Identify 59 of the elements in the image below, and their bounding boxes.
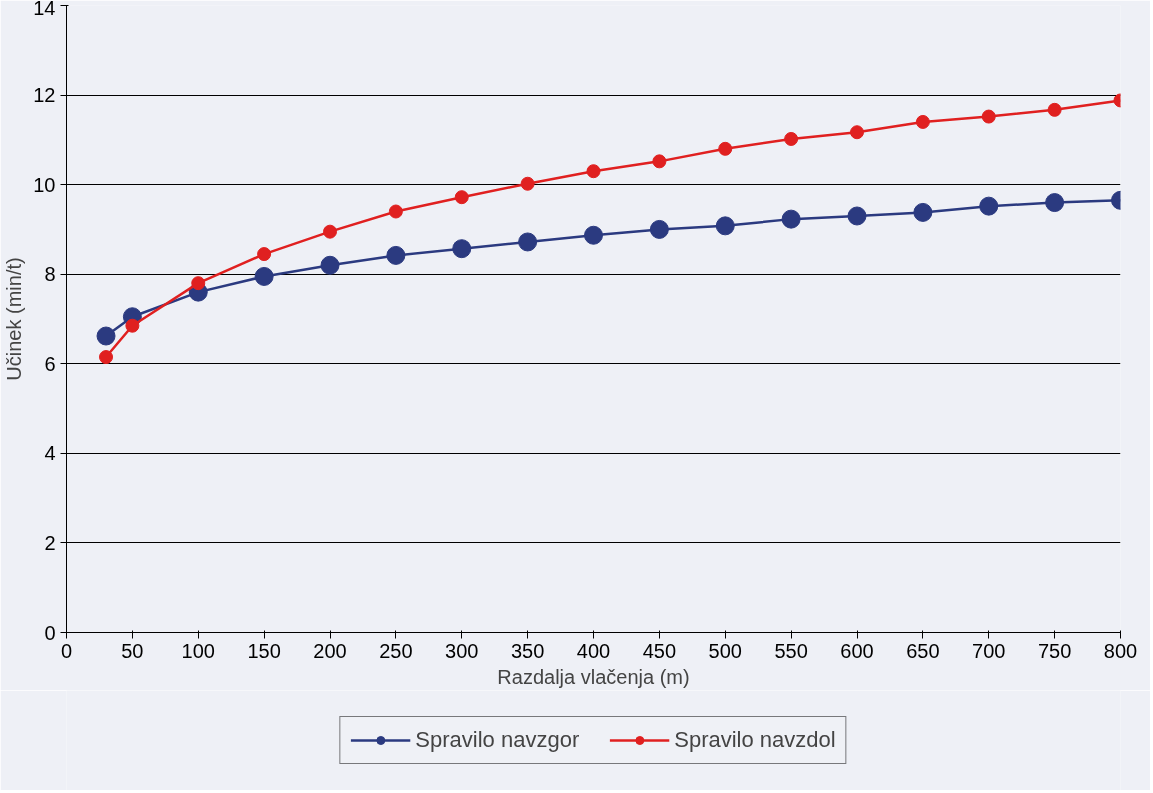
point: [386, 245, 406, 265]
point: [191, 276, 206, 291]
x-tick-label: 750: [1037, 639, 1072, 662]
x-tick-label: 0: [60, 639, 73, 662]
x-axis-title: Razdalja vlačenja (m): [497, 665, 690, 688]
point: [388, 204, 403, 219]
point: [652, 154, 667, 169]
point: [254, 266, 274, 286]
point: [847, 206, 867, 226]
point: [96, 326, 116, 346]
legend-label: Spravilo navzgor: [415, 727, 580, 753]
x-tick-label: 800: [1103, 639, 1138, 662]
y-tick-label: 14: [33, 0, 56, 19]
point: [320, 255, 340, 275]
x-tick-label: 100: [181, 639, 215, 662]
y-tick-label: 10: [33, 173, 56, 196]
y-tick-label: 2: [44, 531, 56, 554]
point: [718, 141, 733, 156]
x-tick-label: 300: [445, 639, 479, 662]
x-tick-label: 450: [642, 639, 677, 662]
point: [715, 216, 735, 236]
point: [979, 196, 999, 216]
legend-label: Spravilo navzdol: [674, 727, 836, 753]
point: [850, 125, 864, 140]
x-tick-label: 600: [840, 639, 874, 662]
point: [584, 225, 603, 245]
x-tick-label: 650: [906, 639, 940, 662]
point: [781, 209, 801, 229]
point: [1047, 102, 1062, 117]
x-tick-label: 700: [972, 639, 1006, 662]
y-tick-label: 4: [44, 442, 56, 465]
point: [257, 247, 272, 262]
x-tick-label: 250: [379, 639, 413, 662]
point: [913, 202, 933, 222]
point: [915, 114, 930, 129]
point: [981, 109, 996, 124]
y-tick-label: 6: [44, 352, 56, 375]
x-tick-label: 50: [121, 639, 144, 662]
y-tick-label: 8: [44, 263, 56, 286]
y-axis-title: Učinek (min/t): [3, 257, 26, 381]
point: [518, 232, 538, 252]
y-tick-label: 12: [33, 84, 56, 107]
point: [125, 318, 140, 333]
x-tick-label: 200: [313, 639, 347, 662]
point: [452, 239, 472, 259]
point: [784, 131, 799, 146]
point: [649, 219, 669, 239]
x-tick-label: 400: [576, 639, 611, 662]
x-tick-label: 500: [708, 639, 742, 662]
y-tick-label: 0: [44, 621, 56, 644]
point: [586, 164, 601, 179]
point: [1045, 193, 1065, 213]
x-tick-label: 150: [247, 639, 281, 662]
point: [520, 176, 535, 191]
point: [454, 190, 469, 205]
x-tick-label: 350: [510, 639, 545, 662]
point: [99, 350, 114, 365]
x-tick-label: 550: [774, 639, 808, 662]
point: [323, 224, 337, 239]
